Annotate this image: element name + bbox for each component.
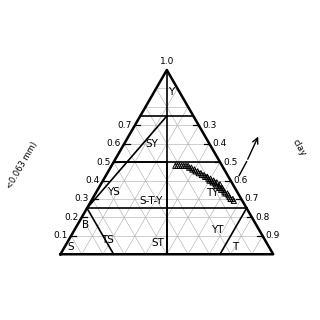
Text: 0.1: 0.1 (53, 231, 68, 240)
Point (205, 174, 210, 180)
Text: S-T-Y: S-T-Y (139, 196, 163, 206)
Text: 1.0: 1.0 (160, 57, 174, 66)
Point (212, 180, 217, 185)
Point (173, 163, 178, 168)
Point (208, 176, 213, 181)
Text: 0.3: 0.3 (75, 195, 89, 204)
Text: B: B (83, 220, 90, 230)
Point (189, 165, 194, 170)
Point (218, 182, 223, 187)
Point (198, 171, 204, 176)
Point (228, 196, 233, 202)
Point (220, 185, 225, 190)
Text: 0.8: 0.8 (255, 213, 269, 222)
Point (220, 187, 226, 192)
Text: 0.5: 0.5 (223, 158, 237, 167)
Point (209, 178, 214, 183)
Point (213, 182, 218, 187)
Point (181, 163, 186, 168)
Point (187, 165, 192, 170)
Text: TY: TY (206, 188, 219, 198)
Point (222, 189, 227, 194)
Point (231, 198, 236, 204)
Point (193, 169, 198, 174)
Point (216, 184, 221, 189)
Point (175, 163, 180, 168)
Point (177, 163, 182, 168)
Point (199, 172, 204, 178)
Text: YS: YS (107, 187, 120, 196)
Point (214, 184, 220, 189)
Point (207, 178, 212, 183)
Point (205, 174, 210, 180)
Point (214, 180, 220, 185)
Point (230, 196, 235, 202)
Text: 0.6: 0.6 (234, 176, 248, 185)
Text: 0.7: 0.7 (244, 195, 259, 204)
Point (223, 191, 228, 196)
Point (211, 178, 216, 183)
Point (206, 176, 211, 181)
Text: 0.9: 0.9 (266, 231, 280, 240)
Text: 0.6: 0.6 (107, 139, 121, 148)
Text: TS: TS (101, 235, 114, 244)
Text: 0.7: 0.7 (117, 121, 132, 130)
Point (219, 187, 224, 192)
Text: ST: ST (152, 238, 165, 248)
Point (196, 171, 201, 176)
Text: T: T (232, 242, 238, 252)
Point (227, 195, 232, 200)
Point (226, 193, 231, 198)
Point (192, 167, 197, 172)
Point (195, 169, 200, 174)
Point (190, 167, 195, 172)
Point (210, 180, 215, 185)
Text: 0.5: 0.5 (96, 158, 110, 167)
Text: 0.3: 0.3 (202, 121, 216, 130)
Text: 0.2: 0.2 (64, 213, 78, 222)
Point (202, 172, 207, 178)
Point (183, 163, 188, 168)
Text: S: S (68, 242, 74, 252)
Point (218, 185, 223, 190)
Text: <0.063 mm): <0.063 mm) (5, 140, 39, 190)
Point (179, 163, 184, 168)
Point (203, 174, 208, 180)
Text: SY: SY (146, 139, 158, 149)
Point (186, 163, 191, 168)
Text: 0.4: 0.4 (85, 176, 100, 185)
Text: clay: clay (290, 138, 307, 158)
Text: Y: Y (168, 87, 174, 97)
Text: 0.4: 0.4 (212, 139, 227, 148)
Point (225, 191, 230, 196)
Text: YT: YT (211, 225, 223, 235)
